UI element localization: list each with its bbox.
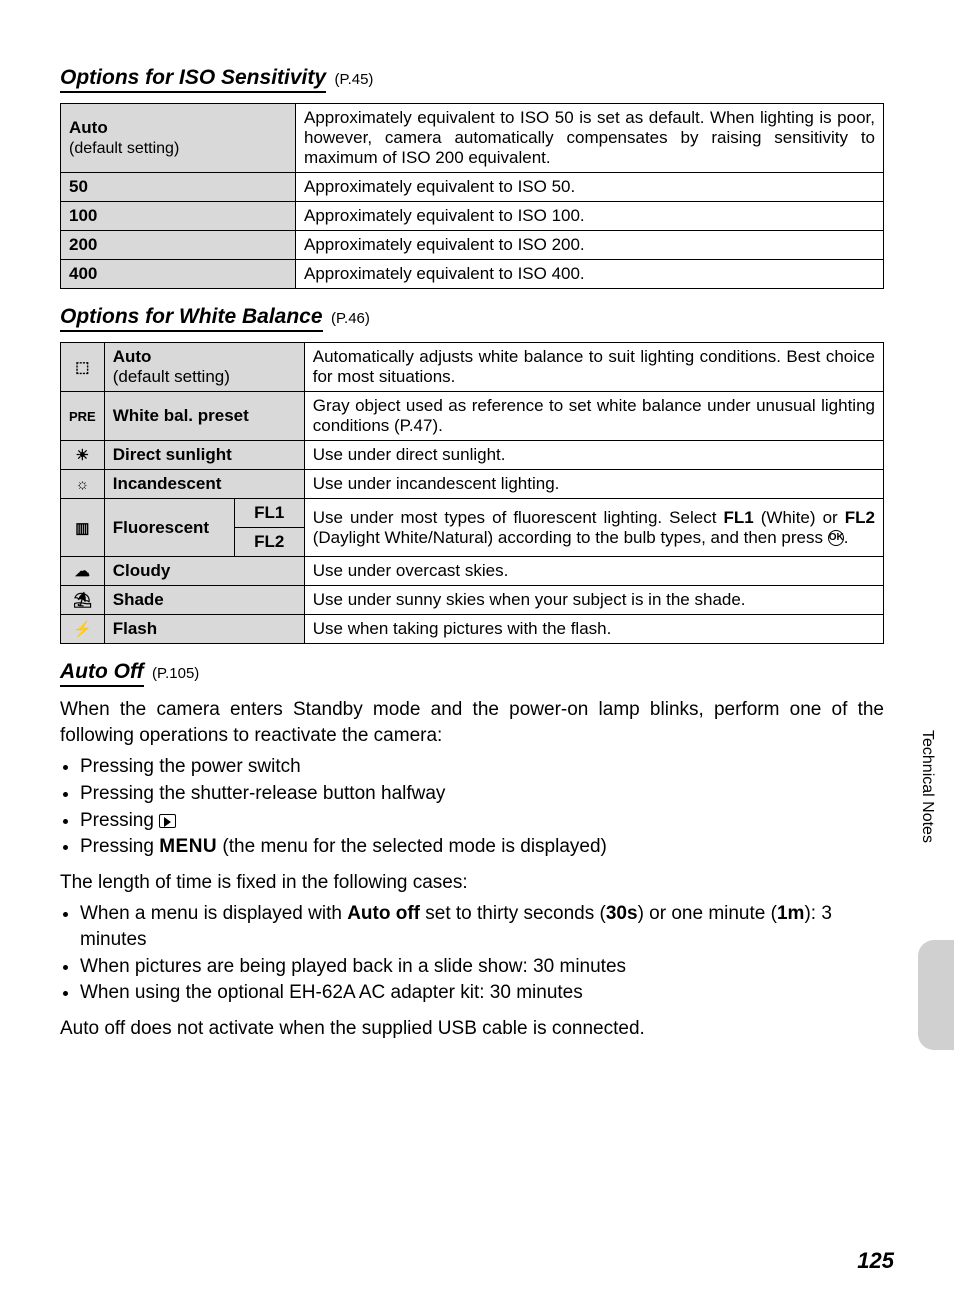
iso-title-row: Options for ISO Sensitivity (P.45)	[60, 66, 884, 95]
table-row: 200 Approximately equivalent to ISO 200.	[61, 231, 884, 260]
table-row: 100 Approximately equivalent to ISO 100.	[61, 202, 884, 231]
iso-label: 200	[61, 231, 296, 260]
flash-icon: ⚡	[61, 615, 105, 644]
table-row: PRE White bal. preset Gray object used a…	[61, 392, 884, 441]
iso-label: 100	[61, 202, 296, 231]
preset-icon: PRE	[61, 392, 105, 441]
list-item: When pictures are being played back in a…	[80, 954, 884, 980]
autooff-title: Auto Off	[60, 660, 144, 687]
autooff-list2: When a menu is displayed with Auto off s…	[80, 901, 884, 1006]
menu-icon: MENU	[159, 836, 217, 857]
wb-label: Auto (default setting)	[104, 343, 304, 392]
wb-label: Incandescent	[104, 470, 304, 499]
list-item: Pressing MENU (the menu for the selected…	[80, 834, 884, 860]
autooff-title-row: Auto Off (P.105)	[60, 660, 884, 689]
autooff-ref: (P.105)	[152, 665, 199, 682]
wb-desc: Use under overcast skies.	[304, 557, 883, 586]
wb-label: Shade	[104, 586, 304, 615]
manual-page: Options for ISO Sensitivity (P.45) Auto …	[0, 0, 954, 1314]
iso-label: 400	[61, 260, 296, 289]
wb-label: Direct sunlight	[104, 441, 304, 470]
list-item: When a menu is displayed with Auto off s…	[80, 901, 884, 952]
iso-label: 50	[61, 173, 296, 202]
playback-icon	[159, 814, 176, 828]
wb-desc: Use under incandescent lighting.	[304, 470, 883, 499]
wb-desc: Use when taking pictures with the flash.	[304, 615, 883, 644]
wb-auto-icon: ⬚	[61, 343, 105, 392]
list-item: Pressing	[80, 808, 884, 834]
list-item: Pressing the shutter-release button half…	[80, 781, 884, 807]
fl1-label: FL1	[234, 499, 304, 528]
page-number: 125	[857, 1248, 894, 1274]
shade-icon: ⛱	[61, 586, 105, 615]
label-text: Auto	[69, 118, 108, 137]
wb-desc: Use under sunny skies when your subject …	[304, 586, 883, 615]
label-sub: (default setting)	[69, 140, 179, 157]
table-row: Auto (default setting) Approximately equ…	[61, 104, 884, 173]
autooff-fixed-intro: The length of time is fixed in the follo…	[60, 870, 884, 896]
table-row: 400 Approximately equivalent to ISO 400.	[61, 260, 884, 289]
table-row: 50 Approximately equivalent to ISO 50.	[61, 173, 884, 202]
list-item: Pressing the power switch	[80, 754, 884, 780]
cloud-icon: ☁	[61, 557, 105, 586]
wb-label: Fluorescent	[104, 499, 234, 557]
table-row: ⬚ Auto (default setting) Automatically a…	[61, 343, 884, 392]
wb-desc: Use under direct sunlight.	[304, 441, 883, 470]
iso-table: Auto (default setting) Approximately equ…	[60, 103, 884, 289]
sun-icon: ☀	[61, 441, 105, 470]
side-tab-label: Technical Notes	[918, 730, 936, 843]
wb-title-row: Options for White Balance (P.46)	[60, 305, 884, 334]
fluorescent-icon: ▥	[61, 499, 105, 557]
bulb-icon: ☼	[61, 470, 105, 499]
wb-label: Cloudy	[104, 557, 304, 586]
iso-desc: Approximately equivalent to ISO 50 is se…	[296, 104, 884, 173]
side-tab-bar	[918, 940, 954, 1050]
iso-label: Auto (default setting)	[61, 104, 296, 173]
wb-title: Options for White Balance	[60, 305, 323, 332]
autooff-list1: Pressing the power switch Pressing the s…	[80, 754, 884, 860]
table-row: ☀ Direct sunlight Use under direct sunli…	[61, 441, 884, 470]
autooff-intro: When the camera enters Standby mode and …	[60, 697, 884, 748]
ok-icon: OK	[828, 530, 844, 546]
wb-desc: Gray object used as reference to set whi…	[304, 392, 883, 441]
table-row: ⛱ Shade Use under sunny skies when your …	[61, 586, 884, 615]
wb-desc: Automatically adjusts white balance to s…	[304, 343, 883, 392]
iso-desc: Approximately equivalent to ISO 200.	[296, 231, 884, 260]
autooff-footer: Auto off does not activate when the supp…	[60, 1016, 884, 1042]
wb-label: Flash	[104, 615, 304, 644]
list-item: When using the optional EH-62A AC adapte…	[80, 980, 884, 1006]
iso-desc: Approximately equivalent to ISO 400.	[296, 260, 884, 289]
wb-table: ⬚ Auto (default setting) Automatically a…	[60, 342, 884, 644]
iso-desc: Approximately equivalent to ISO 100.	[296, 202, 884, 231]
iso-ref: (P.45)	[335, 71, 374, 88]
fl2-label: FL2	[234, 528, 304, 557]
wb-ref: (P.46)	[331, 310, 370, 327]
table-row: ⚡ Flash Use when taking pictures with th…	[61, 615, 884, 644]
iso-title: Options for ISO Sensitivity	[60, 66, 326, 93]
table-row: ▥ Fluorescent FL1 Use under most types o…	[61, 499, 884, 528]
table-row: ☼ Incandescent Use under incandescent li…	[61, 470, 884, 499]
table-row: ☁ Cloudy Use under overcast skies.	[61, 557, 884, 586]
iso-desc: Approximately equivalent to ISO 50.	[296, 173, 884, 202]
wb-desc: Use under most types of fluorescent ligh…	[304, 499, 883, 557]
label-sub: (default setting)	[113, 367, 230, 386]
wb-label: White bal. preset	[104, 392, 304, 441]
label-text: Auto	[113, 347, 152, 366]
